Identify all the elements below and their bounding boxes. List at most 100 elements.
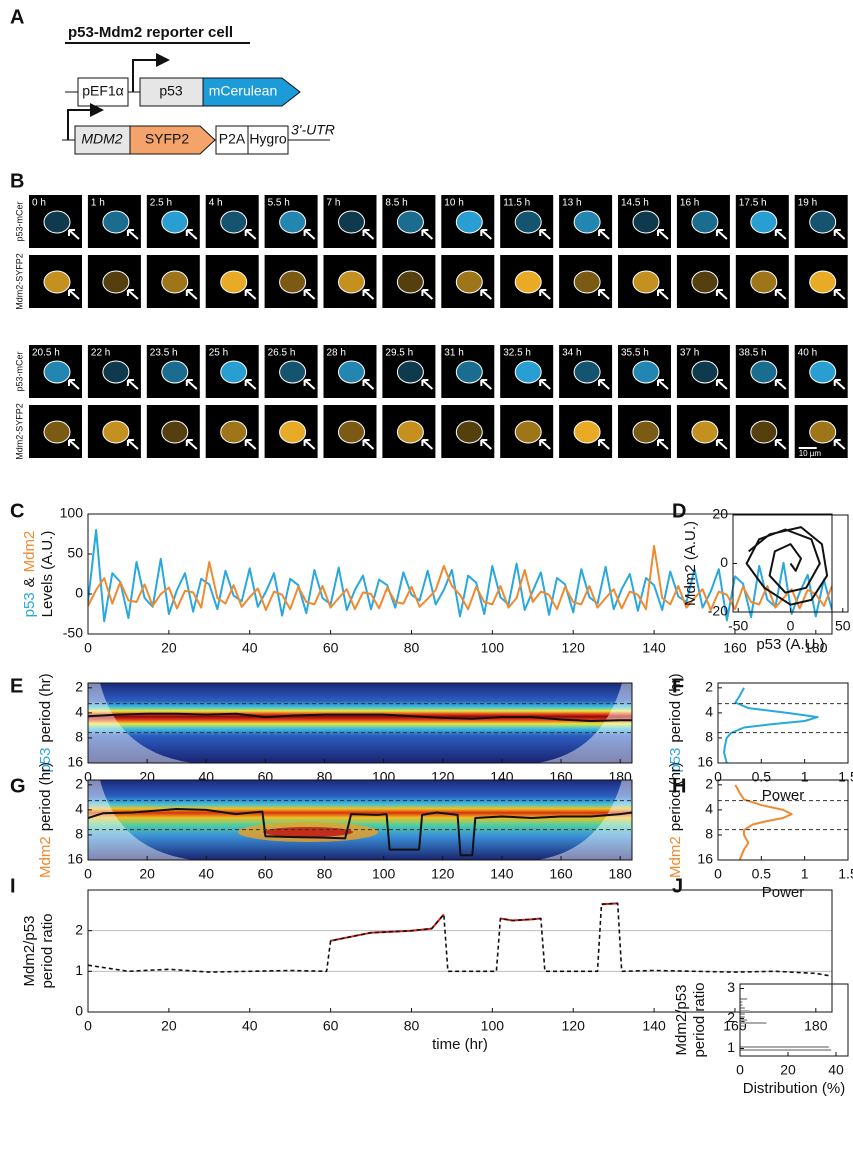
y-tick-label: 0 [720, 554, 728, 570]
plot-area [88, 902, 832, 1012]
scalogram [88, 683, 632, 763]
x-tick-label: 80 [317, 866, 333, 882]
data-line [88, 808, 632, 857]
x-tick-label: 0 [84, 769, 92, 785]
cell-outline [396, 360, 424, 384]
cell-signal [574, 211, 601, 233]
x-tick-label: 1.5 [838, 866, 853, 882]
cell-outline [573, 270, 601, 294]
time-label: 35.5 h [621, 348, 649, 359]
x-tick-label: 0.5 [752, 769, 772, 785]
cell-signal [750, 271, 777, 293]
y-tick-label: 8 [75, 729, 83, 745]
pointer-arrow [598, 289, 610, 300]
cell-signal [456, 211, 483, 233]
cell-outline [691, 360, 719, 384]
micrograph [735, 405, 789, 458]
pointer-arrow [539, 289, 551, 300]
cell-signal [691, 361, 718, 383]
micrograph [618, 195, 671, 248]
cell-signal [456, 361, 483, 383]
plot-area [88, 780, 632, 860]
pointer-arrow [480, 229, 492, 240]
x-tick-label: 180 [804, 640, 828, 656]
x-tick-label: 60 [323, 1018, 339, 1034]
micrograph [29, 195, 82, 248]
cell-outline [161, 420, 189, 444]
cell-outline [279, 420, 307, 444]
cell-signal [691, 271, 718, 293]
cell-signal [574, 271, 601, 293]
x-tick-label: 180 [608, 866, 632, 882]
time-label: 37 h [680, 348, 699, 359]
cell-signal [515, 211, 542, 233]
panel-label: E [10, 675, 23, 697]
y-tick-label: 2 [705, 679, 713, 695]
pointer-arrow [715, 379, 728, 390]
pointer-arrow [657, 289, 669, 300]
cell-outline [338, 360, 365, 384]
x-tick-label: 60 [258, 866, 274, 882]
fluor-arrow [202, 77, 301, 107]
cell-signal [220, 271, 247, 293]
x-axis-label: Distribution (%) [743, 1080, 846, 1097]
cell-signal [515, 271, 542, 293]
cell-signal [102, 211, 129, 233]
time-label: 23.5 h [150, 348, 178, 359]
x-tick-label: 100 [481, 640, 505, 656]
x-tick-label: -50 [728, 618, 748, 634]
pointer-arrow [833, 289, 846, 300]
pointer-arrow [598, 229, 610, 240]
pointer-arrow [774, 379, 787, 390]
x-tick-label: 50 [835, 618, 851, 634]
cone-of-influence [88, 780, 193, 860]
cell-signal [456, 271, 483, 293]
element-label: SYFP2 [145, 131, 190, 147]
x-tick-label: 180 [804, 1018, 828, 1034]
cell-outline [514, 270, 542, 294]
pointer-arrow [362, 229, 375, 240]
cell-outline [102, 210, 130, 234]
cell-outline [338, 210, 365, 234]
cell-signal [633, 361, 659, 383]
x-tick-label: 0 [84, 640, 92, 656]
time-label: 13 h [562, 198, 581, 209]
y-axis-label: Levels (A.U.) [39, 531, 56, 618]
cell-signal [44, 361, 70, 383]
axes-frame [87, 513, 833, 635]
cell-signal [809, 361, 836, 383]
x-tick-label: 40 [198, 866, 214, 882]
cell-outline [161, 360, 189, 384]
pointer-arrow [833, 439, 846, 450]
pointer-arrow [244, 289, 257, 300]
pointer-arrow [68, 439, 80, 450]
micrograph [87, 345, 141, 398]
y-tick-label: 2 [75, 679, 83, 695]
bar [740, 1019, 748, 1021]
bar [740, 1001, 743, 1003]
pointer-arrow [185, 229, 198, 240]
cell-outline [338, 420, 365, 444]
y-label-part: period (hr) [667, 762, 684, 831]
micrograph [382, 345, 436, 398]
element-label: MDM2 [81, 131, 122, 147]
pointer-arrow [657, 439, 669, 450]
cell-signal [161, 421, 188, 443]
y-tick-label: 4 [705, 704, 713, 720]
cell-signal [279, 211, 306, 233]
cell-signal [750, 211, 777, 233]
x-tick-label: 100 [481, 1018, 505, 1034]
cell-signal [691, 211, 718, 233]
cell-outline [455, 420, 483, 444]
cell-signal [220, 421, 247, 443]
cell-signal [220, 211, 247, 233]
cell-outline [279, 360, 307, 384]
x-tick-label: 40 [242, 640, 258, 656]
y-tick-label: 4 [75, 704, 83, 720]
cell-signal [44, 211, 70, 233]
cell-outline [161, 270, 189, 294]
micrograph [146, 405, 200, 458]
bar [740, 998, 748, 1000]
time-label: 1 h [91, 198, 105, 209]
x-tick-label: 0 [736, 1062, 744, 1078]
